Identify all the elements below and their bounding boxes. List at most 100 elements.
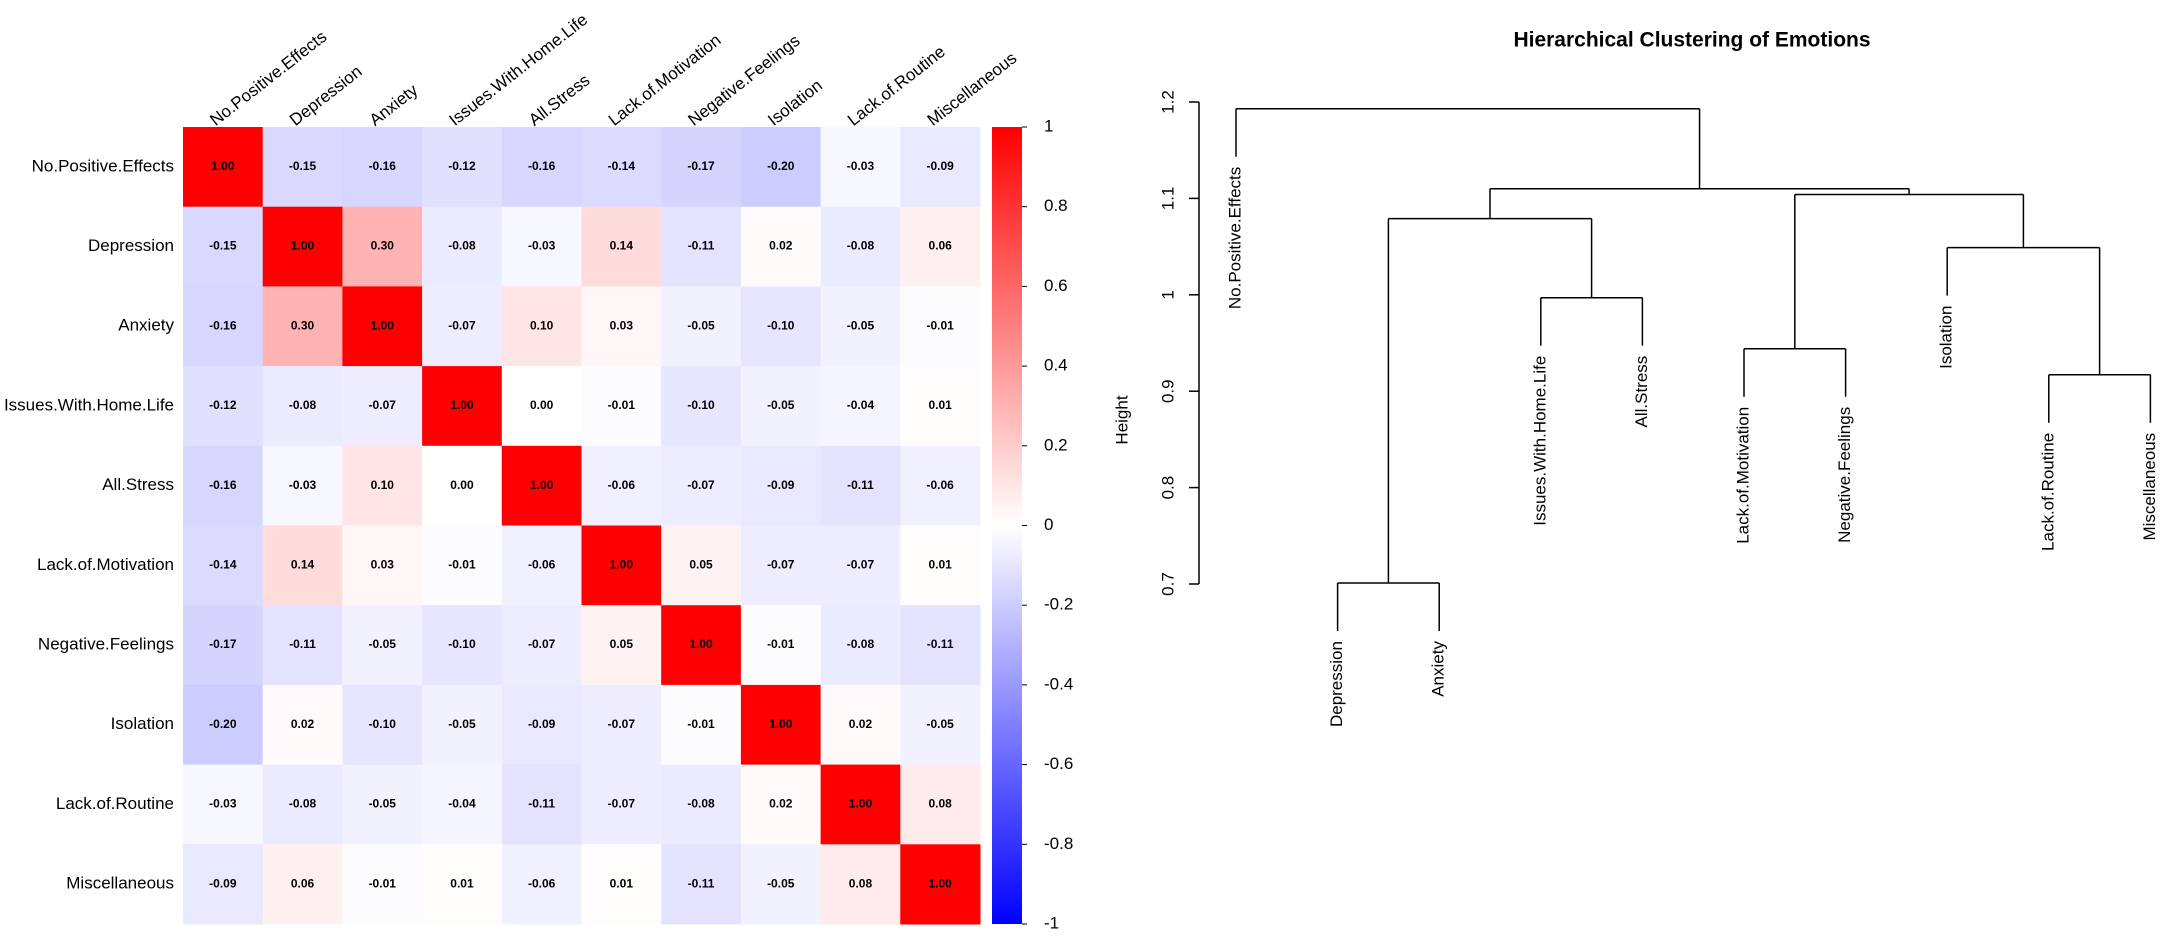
colorbar <box>992 127 1022 924</box>
y-axis-label: Height <box>1112 395 1131 444</box>
cell-label: -0.12 <box>209 398 237 412</box>
cell-label: -0.11 <box>688 239 715 253</box>
heatmap-cell <box>501 605 582 686</box>
cell-label: -0.09 <box>528 717 556 731</box>
cell-label: 0.14 <box>291 558 315 572</box>
chart-title: Hierarchical Clustering of Emotions <box>1513 29 1870 52</box>
cell-label: -0.05 <box>448 717 476 731</box>
heatmap-cell <box>820 684 901 766</box>
cell-label: 0.02 <box>769 797 793 811</box>
cell-label: -0.17 <box>687 159 715 173</box>
cell-label: -0.07 <box>608 717 636 731</box>
cell-label: 1.00 <box>211 159 235 173</box>
cell-label: 0.08 <box>928 797 952 811</box>
cell-label: -0.01 <box>608 398 636 412</box>
cell-label: -0.09 <box>767 478 795 492</box>
y-tick-label: 0.8 <box>1158 476 1177 500</box>
heatmap-cell <box>342 525 423 606</box>
cell-label: -0.11 <box>847 478 874 492</box>
cell-label: -0.08 <box>289 398 317 412</box>
heatmap-cell <box>900 525 981 606</box>
cell-label: 0.30 <box>371 239 395 253</box>
cell-label: -0.20 <box>767 159 795 173</box>
heatmap-cell <box>581 366 662 447</box>
heatmap-cell <box>740 445 822 526</box>
cell-label: -0.07 <box>608 797 636 811</box>
cell-label: -0.08 <box>289 797 317 811</box>
cell-label: 0.05 <box>689 558 713 572</box>
heatmap-cell <box>262 127 343 208</box>
leaf-label: Isolation <box>1937 306 1956 369</box>
cell-label: 1.00 <box>371 318 395 332</box>
heatmap-cell <box>581 605 662 686</box>
cell-label: -0.05 <box>369 637 397 651</box>
heatmap-cell <box>183 286 264 367</box>
cell-label: -0.05 <box>369 797 397 811</box>
cell-label: -0.07 <box>767 558 795 572</box>
colorbar-tick-label: -0.2 <box>1044 595 1073 614</box>
cell-label: 0.02 <box>769 239 793 253</box>
row-label: All.Stress <box>102 475 174 494</box>
heatmap-cell <box>501 286 582 367</box>
cell-label: -0.01 <box>369 876 397 890</box>
cell-label: -0.04 <box>448 797 476 811</box>
leaf-label: Miscellaneous <box>2140 433 2159 541</box>
heatmap-cell <box>820 286 901 367</box>
cell-label: -0.08 <box>847 239 875 253</box>
row-label: Lack.of.Routine <box>56 794 174 813</box>
heatmap-cell <box>501 764 582 845</box>
cell-label: -0.16 <box>209 318 237 332</box>
heatmap-cell <box>900 684 981 766</box>
heatmap-cell <box>422 286 503 367</box>
heatmap-cell <box>900 127 981 208</box>
heatmap-cell <box>820 206 901 287</box>
column-label: Issues.With.Home.Life <box>445 10 591 130</box>
heatmap-cell <box>422 764 503 845</box>
heatmap-cell <box>183 525 264 606</box>
heatmap-cell <box>183 684 264 766</box>
cell-label: -0.06 <box>528 876 556 890</box>
cell-label: 1.00 <box>530 478 554 492</box>
cell-label: 0.00 <box>530 398 554 412</box>
heatmap-cell <box>581 764 662 845</box>
cell-label: -0.07 <box>448 318 476 332</box>
heatmap-cell <box>342 127 423 208</box>
cell-label: -0.14 <box>209 558 237 572</box>
heatmap-cell <box>581 206 662 287</box>
colorbar-tick-label: -0.8 <box>1044 834 1073 853</box>
cell-label: -0.17 <box>209 637 237 651</box>
heatmap-cell <box>342 206 423 287</box>
heatmap-cell <box>501 127 582 208</box>
heatmap-cell <box>820 525 901 606</box>
heatmap-cell <box>900 445 981 526</box>
y-tick-label: 0.7 <box>1158 572 1177 596</box>
cell-label: -0.01 <box>767 637 795 651</box>
heatmap-cell <box>581 286 662 367</box>
cell-label: -0.01 <box>926 318 954 332</box>
cell-label: -0.11 <box>289 637 316 651</box>
row-label: Negative.Feelings <box>38 635 174 654</box>
heatmap-cell <box>820 605 901 686</box>
heatmap-cell <box>740 844 822 925</box>
colorbar-tick-label: -0.4 <box>1044 674 1073 693</box>
cell-label: -0.05 <box>767 876 795 890</box>
cell-label: 0.01 <box>450 876 474 890</box>
heatmap-cell <box>820 764 901 845</box>
cell-label: -0.06 <box>926 478 954 492</box>
cell-label: 0.06 <box>291 876 315 890</box>
heatmap-cell <box>262 206 343 287</box>
heatmap-cell <box>661 366 742 447</box>
cell-label: 0.05 <box>610 637 634 651</box>
cell-label: -0.09 <box>926 159 954 173</box>
colorbar-tick-label: 0.8 <box>1044 196 1068 215</box>
y-tick-label: 0.9 <box>1158 379 1177 403</box>
cell-label: 1.00 <box>450 398 474 412</box>
cell-label: -0.09 <box>209 876 237 890</box>
heatmap-cell <box>342 445 423 526</box>
heatmap-cell <box>581 844 662 925</box>
column-label: Isolation <box>764 76 826 130</box>
heatmap-cell <box>342 764 423 845</box>
cell-label: 0.06 <box>928 239 952 253</box>
cell-label: -0.10 <box>369 717 397 731</box>
